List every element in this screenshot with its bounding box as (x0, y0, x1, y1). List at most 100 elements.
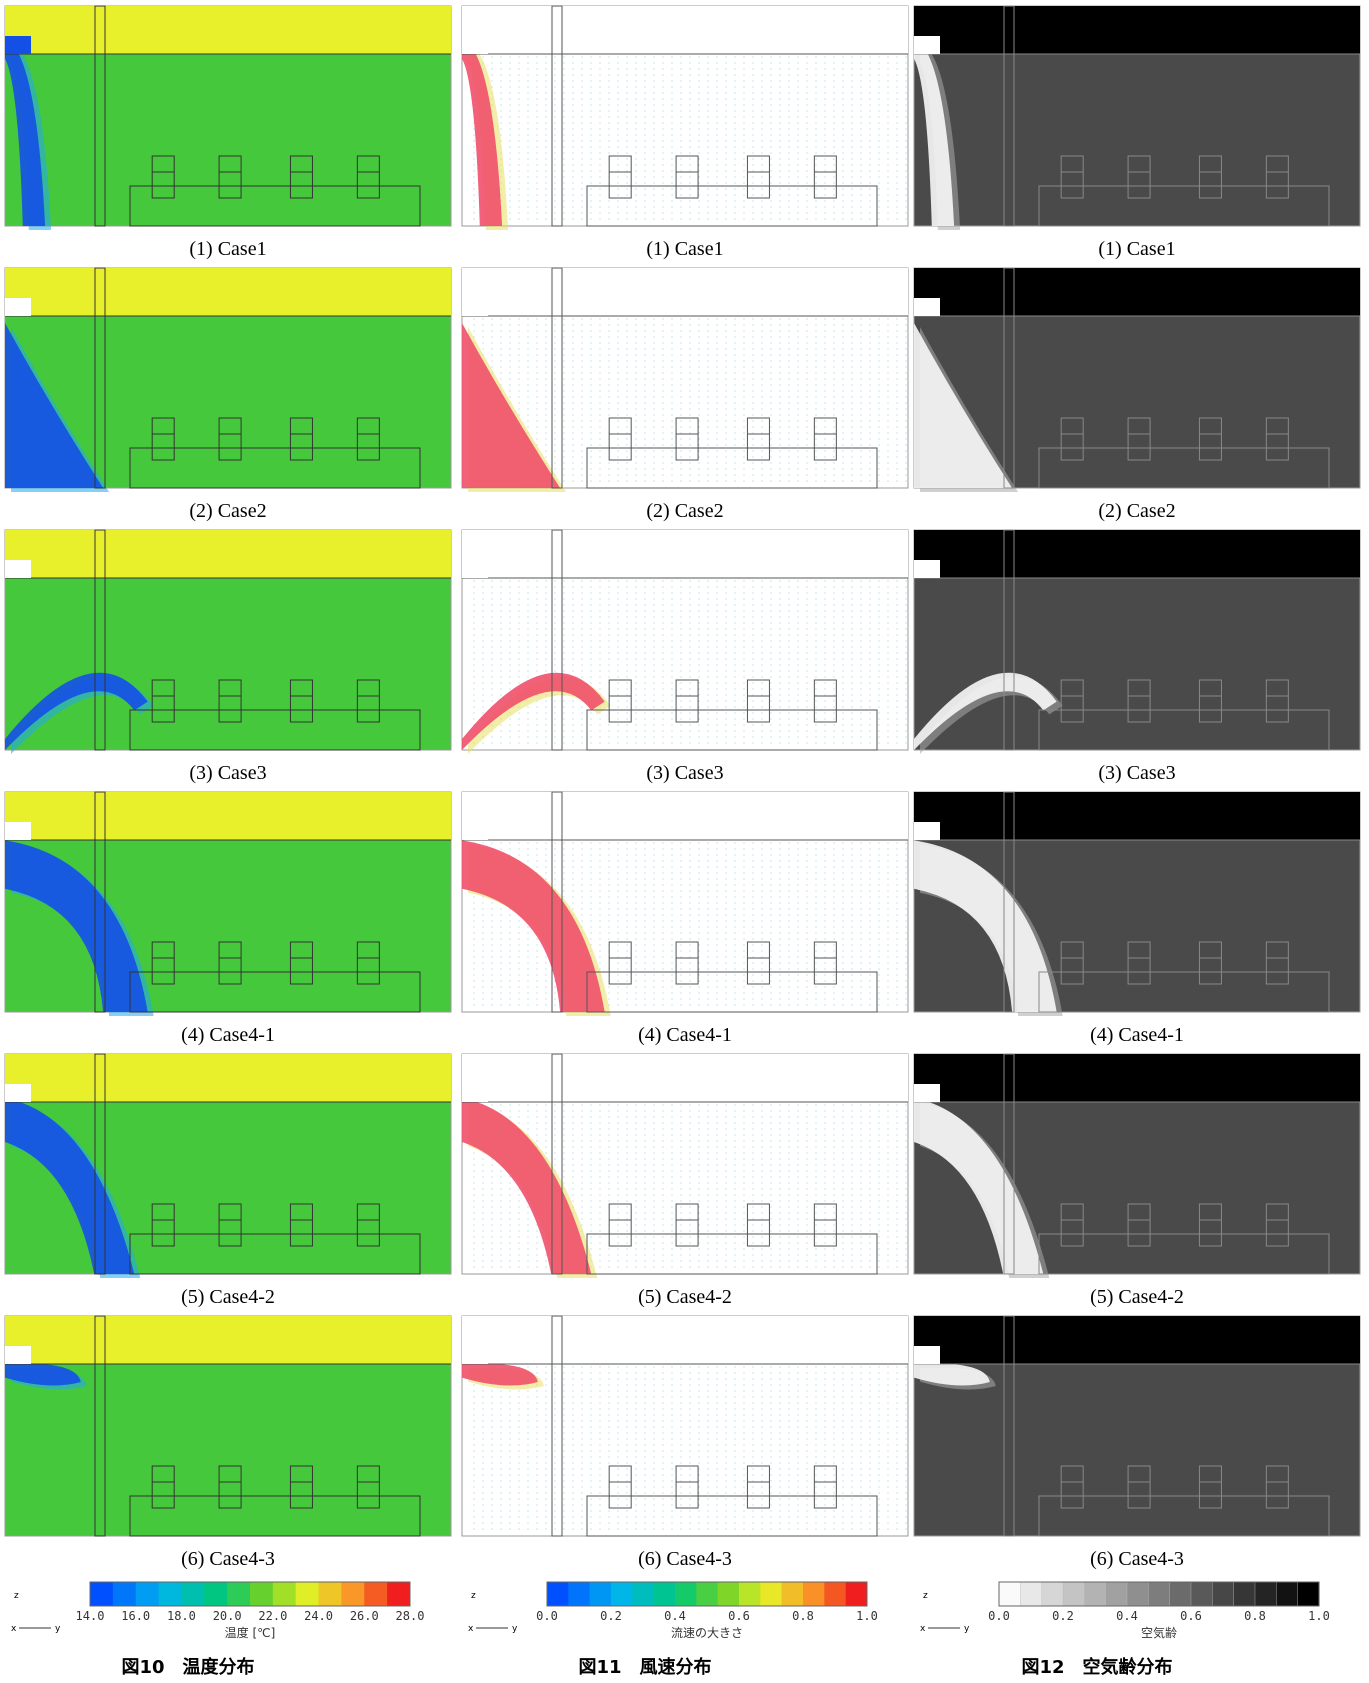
upper-zone (5, 1316, 451, 1364)
jet (462, 1098, 592, 1274)
colorbar-cell (589, 1582, 612, 1606)
colorbar-cell (1169, 1581, 1192, 1607)
desk (675, 155, 699, 199)
axis-y: y (964, 1624, 970, 1634)
colorbar-tick-label: 26.0 (350, 1609, 379, 1623)
column (1003, 791, 1015, 1013)
colorbar-cell (568, 1582, 591, 1606)
cfd-panel (913, 791, 1361, 1016)
desk (1198, 1465, 1222, 1509)
desk (218, 155, 242, 199)
desk (356, 1203, 380, 1247)
colorbar-cell (696, 1582, 719, 1606)
desk (1198, 155, 1222, 199)
upper-zone (914, 1054, 1360, 1102)
colorbar-cell (611, 1582, 633, 1606)
desk (356, 417, 380, 461)
desk (218, 941, 242, 985)
cfd-panel (461, 267, 909, 492)
colorbar-tick-label: 0.6 (1180, 1609, 1202, 1623)
desk (675, 1203, 699, 1247)
desk (608, 1465, 632, 1509)
desk (151, 679, 175, 723)
colorbar-cell (387, 1582, 411, 1606)
axis-z: z (14, 1591, 19, 1601)
colorbar-cell (1297, 1581, 1320, 1607)
floor-units (1038, 447, 1330, 489)
colorbar-cell (158, 1582, 182, 1606)
desk (356, 941, 380, 985)
desk (746, 417, 770, 461)
jet (5, 39, 46, 226)
colorbar-tick-label: 18.0 (167, 1609, 196, 1623)
panel-caption: (2) Case2 (1098, 500, 1175, 522)
jet (462, 840, 605, 1012)
colorbar-cell (181, 1582, 205, 1606)
panel-caption: (3) Case3 (1098, 762, 1175, 784)
desk (608, 941, 632, 985)
jet (462, 39, 503, 226)
desk (356, 679, 380, 723)
column (94, 5, 106, 227)
jet (914, 323, 1013, 488)
upper-zone (914, 792, 1360, 840)
desk (1127, 1203, 1151, 1247)
colorbar-cell (1148, 1581, 1171, 1607)
desk (675, 417, 699, 461)
panel-caption: (1) Case1 (189, 238, 266, 260)
panel-caption: (6) Case4-3 (1090, 1548, 1184, 1570)
upper-zone (914, 1316, 1360, 1364)
colorbar-cell (1041, 1581, 1064, 1607)
colorbar-cell (1233, 1581, 1256, 1607)
panel-caption: (4) Case4-1 (1090, 1024, 1184, 1046)
colorbar-cell (204, 1582, 228, 1606)
panel-caption: (5) Case4-2 (1090, 1286, 1184, 1308)
floor-units (586, 709, 878, 751)
upper-zone (462, 1054, 908, 1102)
colorbar-cell (824, 1582, 847, 1606)
colorbar-cell (845, 1582, 868, 1606)
desk (813, 1203, 837, 1247)
desk (1127, 941, 1151, 985)
cfd-panel (913, 5, 1361, 230)
jet (914, 840, 1057, 1012)
desk (218, 1465, 242, 1509)
desk (1127, 1465, 1151, 1509)
column (551, 5, 563, 227)
column (551, 1053, 563, 1275)
desk (289, 1465, 313, 1509)
column (94, 529, 106, 751)
desk (608, 155, 632, 199)
colorbar-cell (781, 1582, 804, 1606)
desk (608, 679, 632, 723)
desk (1265, 1465, 1289, 1509)
desk (1265, 417, 1289, 461)
column (551, 529, 563, 751)
inlet-notch (462, 822, 488, 840)
jet (5, 1098, 135, 1274)
upper-zone (914, 530, 1360, 578)
jet (462, 1363, 538, 1386)
desk (151, 155, 175, 199)
desk (1127, 679, 1151, 723)
colorbar-cell (998, 1581, 1022, 1607)
colorbar-tick-label: 16.0 (121, 1609, 150, 1623)
desk (1198, 417, 1222, 461)
floor-units (1038, 1233, 1330, 1275)
figure-title: 図12 空気齢分布 (1021, 1656, 1172, 1678)
cfd-panel (461, 529, 909, 754)
desk (1060, 155, 1084, 199)
upper-zone (5, 792, 451, 840)
colorbar-tick-label: 1.0 (856, 1609, 878, 1623)
jet (5, 672, 148, 750)
figure-title: 図11 風速分布 (578, 1656, 711, 1678)
axis-z: z (471, 1591, 476, 1601)
colorbar-cell (364, 1582, 388, 1606)
inlet-notch (5, 560, 31, 578)
inlet-notch (462, 298, 488, 316)
cfd-panel (4, 267, 452, 492)
inlet-notch (5, 36, 31, 54)
inlet-notch (462, 36, 488, 54)
colorbar-tick-label: 0.6 (728, 1609, 750, 1623)
